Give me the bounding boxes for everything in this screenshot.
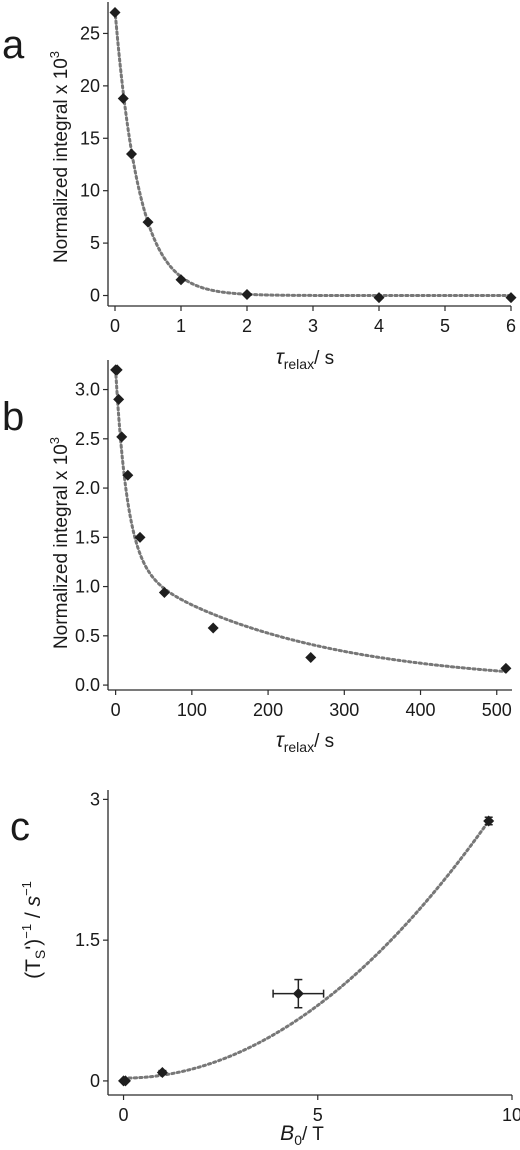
- y-tick-label: 10: [80, 181, 100, 201]
- x-tick-label: 4: [374, 316, 384, 336]
- data-point: [158, 586, 170, 598]
- y-tick-label: 0: [90, 286, 100, 306]
- x-tick-label: 500: [482, 700, 512, 720]
- data-point: [119, 1075, 131, 1087]
- y-tick-label: 20: [80, 76, 100, 96]
- data-point: [134, 531, 146, 543]
- y-tick-label: 15: [80, 128, 100, 148]
- x-axis-label: τrelax/ s: [276, 729, 334, 755]
- data-point: [373, 292, 385, 304]
- y-tick-label: 2.0: [75, 478, 100, 498]
- data-point: [305, 651, 317, 663]
- data-point: [113, 393, 125, 405]
- fit-curve: [122, 819, 491, 1080]
- x-tick-label: 0: [111, 700, 121, 720]
- x-tick-label: 5: [313, 1105, 323, 1125]
- data-point: [483, 815, 495, 827]
- chart-panel-a: a 0 1 2 3 4 5 6 0 5 10 15 20 25 τrelax/ s Normalized in…: [2, 2, 517, 372]
- y-tick-label: 1.0: [75, 577, 100, 597]
- data-point: [116, 431, 128, 443]
- data-point: [109, 6, 121, 18]
- chart-panel-b: b 0 100 200 300 400 500 0.0 0.5 1.0 1.5 2.0 2.5 3.0 τr…: [2, 360, 512, 755]
- data-point: [122, 469, 134, 481]
- data-point: [175, 274, 187, 286]
- y-tick-label: 5: [90, 233, 100, 253]
- data-point: [292, 988, 304, 1000]
- x-axis-label: B0/ T: [280, 1122, 324, 1148]
- data-point: [156, 1066, 168, 1078]
- y-tick-label: 1.5: [75, 527, 100, 547]
- y-axis-label: (TS')−1 / s−1: [19, 881, 48, 979]
- fit-curve: [113, 8, 513, 298]
- y-tick-label: 0.0: [75, 675, 100, 695]
- data-point: [142, 216, 154, 228]
- fit-curve: [114, 368, 508, 674]
- y-tick-label: 2.5: [75, 429, 100, 449]
- data-point: [117, 92, 129, 104]
- panel-label: b: [2, 395, 24, 439]
- x-tick-label: 100: [177, 700, 207, 720]
- panel-label: c: [10, 805, 30, 849]
- y-axis-label: Normalized integral x 103: [47, 51, 72, 263]
- x-tick-label: 0: [110, 316, 120, 336]
- data-point: [207, 622, 219, 634]
- x-axis-label: τrelax/ s: [276, 346, 334, 372]
- x-tick-label: 0: [119, 1105, 129, 1125]
- x-tick-label: 1: [176, 316, 186, 336]
- y-tick-label: 0.5: [75, 626, 100, 646]
- y-tick-label: 1.5: [75, 930, 100, 950]
- y-tick-label: 3: [90, 789, 100, 809]
- data-point: [111, 364, 123, 376]
- data-point: [500, 662, 512, 674]
- y-tick-label: 0: [90, 1071, 100, 1091]
- x-tick-label: 400: [406, 700, 436, 720]
- panel-label: a: [2, 23, 25, 67]
- y-tick-label: 25: [80, 23, 100, 43]
- x-tick-label: 200: [253, 700, 283, 720]
- x-tick-label: 5: [440, 316, 450, 336]
- y-axis-label: Normalized integral x 103: [47, 437, 72, 649]
- x-tick-label: 300: [329, 700, 359, 720]
- x-tick-label: 6: [506, 316, 516, 336]
- data-point: [505, 292, 517, 304]
- x-tick-label: 3: [308, 316, 318, 336]
- data-point: [126, 148, 137, 160]
- data-point: [241, 288, 253, 300]
- chart-panel-c: c 0 5 10 0 1.5 3 B0/ T (TS')−1 / s−1: [10, 789, 520, 1148]
- y-tick-label: 3.0: [75, 380, 100, 400]
- x-tick-label: 2: [242, 316, 252, 336]
- x-tick-label: 10: [502, 1105, 520, 1125]
